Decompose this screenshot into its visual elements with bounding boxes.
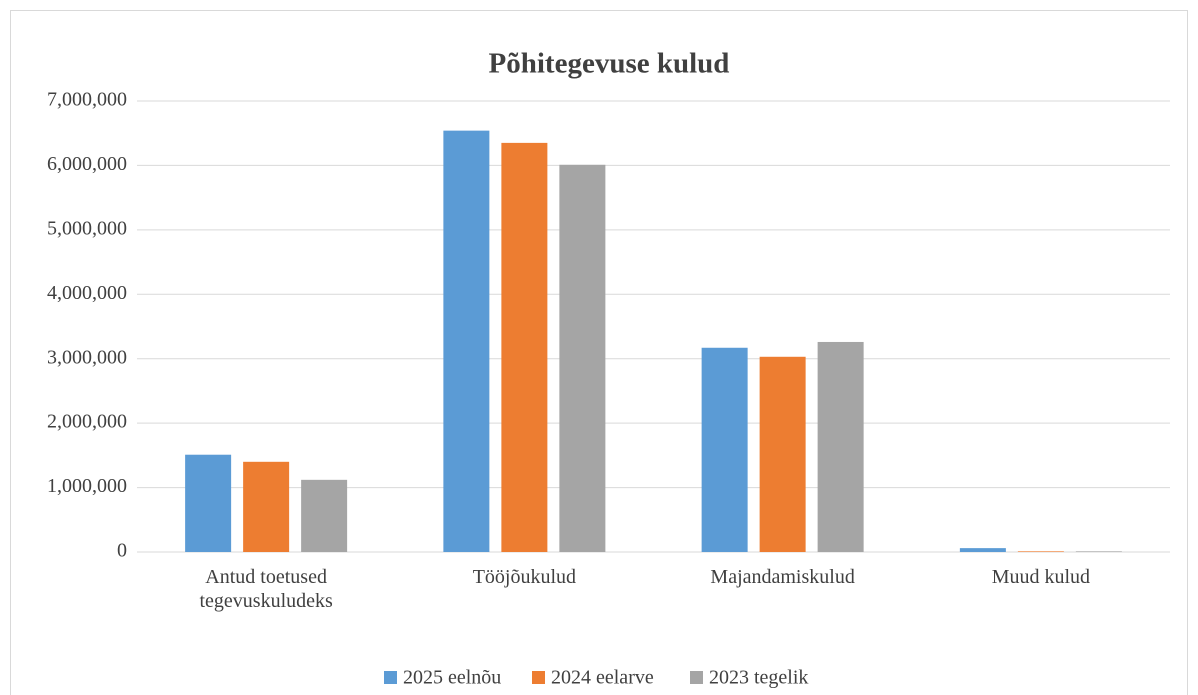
chart-title: Põhitegevuse kulud bbox=[489, 48, 730, 80]
bar bbox=[501, 142, 548, 552]
bar bbox=[301, 479, 348, 552]
bar bbox=[185, 454, 232, 552]
bar bbox=[959, 548, 1006, 552]
legend-swatch bbox=[690, 671, 703, 684]
legend-swatch bbox=[384, 671, 397, 684]
bar bbox=[443, 130, 490, 552]
y-tick-label: 7,000,000 bbox=[47, 89, 127, 111]
legend-label: 2024 eelarve bbox=[551, 667, 654, 689]
bar bbox=[817, 341, 864, 552]
y-tick-label: 4,000,000 bbox=[47, 282, 127, 304]
bar bbox=[243, 461, 290, 552]
y-tick-label: 3,000,000 bbox=[47, 346, 127, 368]
y-tick-label: 6,000,000 bbox=[47, 153, 127, 175]
bar bbox=[701, 347, 748, 552]
x-tick-label: Antud toetused tegevuskuludeks bbox=[199, 566, 333, 612]
bar bbox=[759, 356, 806, 552]
bar bbox=[1075, 551, 1122, 552]
y-tick-label: 5,000,000 bbox=[47, 217, 127, 239]
legend-label: 2023 tegelik bbox=[709, 667, 808, 689]
x-tick-label: Muud kulud bbox=[991, 566, 1091, 588]
legend-swatch bbox=[532, 671, 545, 684]
y-tick-label: 1,000,000 bbox=[47, 475, 127, 497]
legend-label: 2025 eelnõu bbox=[403, 667, 501, 689]
y-tick-label: 2,000,000 bbox=[47, 411, 127, 433]
bar bbox=[559, 164, 606, 552]
x-tick-label: Majandamiskulud bbox=[710, 566, 855, 588]
x-tick-label: Tööjõukulud bbox=[472, 566, 577, 588]
bar bbox=[1017, 551, 1064, 552]
y-tick-label: 0 bbox=[117, 540, 127, 562]
